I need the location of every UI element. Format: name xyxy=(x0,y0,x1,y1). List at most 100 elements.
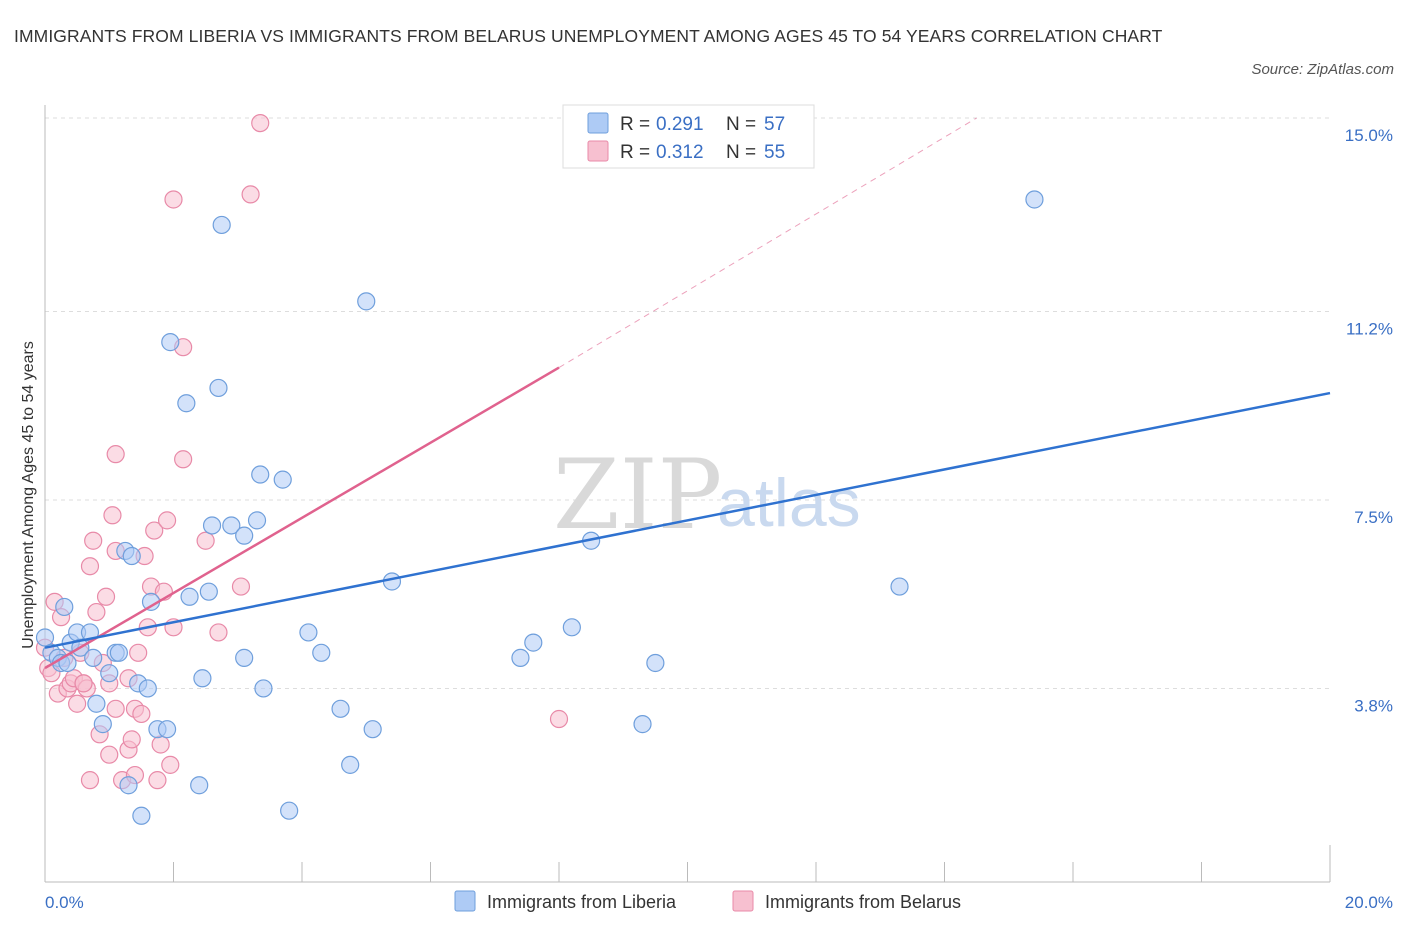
liberia-point-51 xyxy=(562,618,581,637)
liberia-point-24 xyxy=(157,720,177,739)
liberia-point-49 xyxy=(511,648,530,667)
belarus-point-48 xyxy=(231,577,251,596)
belarus-point-38 xyxy=(151,735,170,754)
liberia-point-36 xyxy=(235,648,254,667)
liberia-point-53 xyxy=(633,715,652,734)
trend-lines xyxy=(44,117,1331,670)
liberia-point-10 xyxy=(84,648,103,667)
y-tick-label-0: 3.8% xyxy=(1354,696,1393,715)
liberia-point-4 xyxy=(55,597,74,617)
liberia-points xyxy=(35,190,1044,825)
belarus-point-49 xyxy=(241,185,260,204)
liberia-point-20 xyxy=(132,806,151,825)
legend-r-value-belarus: 0.312 xyxy=(656,142,704,163)
liberia-point-48 xyxy=(382,572,402,591)
belarus-point-14 xyxy=(80,771,100,790)
liberia-point-44 xyxy=(331,699,350,718)
bottom-legend-belarus: Immigrants from Belarus xyxy=(765,892,961,912)
belarus-point-45 xyxy=(174,450,193,469)
liberia-point-29 xyxy=(193,669,212,688)
belarus-point-51 xyxy=(106,445,125,464)
liberia-point-55 xyxy=(890,577,909,596)
belarus-point-52 xyxy=(549,709,569,729)
belarus-point-21 xyxy=(100,745,119,764)
belarus-trend-extension xyxy=(558,117,977,369)
liberia-point-11 xyxy=(87,694,106,713)
bottom-legend-swatch-liberia xyxy=(454,890,476,912)
belarus-point-32 xyxy=(132,704,151,724)
liberia-point-27 xyxy=(180,587,199,606)
belarus-point-43 xyxy=(164,190,183,209)
watermark-zip: ZIP xyxy=(553,439,722,551)
legend-swatch-liberia xyxy=(587,112,609,134)
bottom-legend-swatch-belarus xyxy=(732,890,754,912)
liberia-point-21 xyxy=(138,679,157,698)
liberia-point-39 xyxy=(254,679,273,698)
liberia-point-56 xyxy=(1025,190,1044,209)
belarus-point-17 xyxy=(87,602,106,622)
liberia-point-50 xyxy=(524,633,543,652)
legend-n-value-belarus: 55 xyxy=(764,142,785,163)
liberia-point-32 xyxy=(209,378,228,398)
belarus-trend-line xyxy=(44,366,560,670)
belarus-point-31 xyxy=(129,643,148,662)
axes xyxy=(44,105,1331,883)
liberia-point-45 xyxy=(341,755,360,774)
liberia-point-46 xyxy=(357,292,376,311)
legend-r-label-liberia: R = xyxy=(620,114,650,135)
belarus-point-20 xyxy=(96,587,116,606)
belarus-point-10 xyxy=(68,694,87,713)
liberia-point-34 xyxy=(222,516,241,535)
liberia-point-41 xyxy=(280,801,299,820)
chart-title: IMMIGRANTS FROM LIBERIA VS IMMIGRANTS FR… xyxy=(14,26,1163,46)
liberia-point-28 xyxy=(190,776,209,795)
belarus-point-54 xyxy=(74,674,93,693)
belarus-point-40 xyxy=(157,511,177,530)
liberia-point-42 xyxy=(299,623,318,642)
belarus-point-24 xyxy=(106,699,125,718)
bottom-legend: Immigrants from Liberia Immigrants from … xyxy=(454,890,961,912)
belarus-point-23 xyxy=(103,506,122,525)
y-tick-label-3: 15.0% xyxy=(1345,126,1393,145)
legend-n-value-liberia: 57 xyxy=(764,114,785,135)
legend-n-label-belarus: N = xyxy=(726,142,756,163)
belarus-point-37 xyxy=(148,771,167,790)
liberia-point-33 xyxy=(212,215,231,235)
liberia-point-17 xyxy=(119,776,138,795)
belarus-point-47 xyxy=(209,623,228,642)
liberia-point-31 xyxy=(202,516,222,535)
liberia-point-26 xyxy=(177,394,196,413)
liberia-point-43 xyxy=(312,643,331,662)
belarus-point-50 xyxy=(251,113,270,133)
liberia-point-47 xyxy=(363,720,382,739)
liberia-point-37 xyxy=(247,511,267,530)
liberia-point-18 xyxy=(122,546,141,566)
watermark-atlas: atlas xyxy=(717,465,861,541)
belarus-point-29 xyxy=(122,730,141,749)
belarus-point-46 xyxy=(196,531,215,550)
legend-r-label-belarus: R = xyxy=(620,142,650,163)
y-tick-label-2: 11.2% xyxy=(1346,320,1393,339)
belarus-point-41 xyxy=(161,755,180,774)
liberia-point-15 xyxy=(109,643,128,662)
liberia-point-30 xyxy=(199,582,218,601)
y-tick-labels: 3.8% 7.5% 11.2% 15.0% xyxy=(1345,126,1393,715)
liberia-trend-line xyxy=(44,391,1331,649)
y-tick-label-1: 7.5% xyxy=(1354,508,1393,527)
legend-r-value-liberia: 0.291 xyxy=(656,114,704,135)
source-label: Source: ZipAtlas.com xyxy=(1251,61,1394,78)
watermark: ZIP atlas xyxy=(553,439,861,551)
grid-lines xyxy=(45,117,1330,689)
liberia-point-54 xyxy=(646,653,665,673)
x-tick-min: 0.0% xyxy=(45,893,84,912)
top-legend: R = 0.291 N = 57 R = 0.312 N = 55 xyxy=(562,104,815,169)
belarus-points xyxy=(35,113,569,790)
liberia-point-38 xyxy=(251,465,270,484)
bottom-legend-liberia: Immigrants from Liberia xyxy=(487,892,677,912)
y-axis-title: Unemployment Among Ages 45 to 54 years xyxy=(20,341,37,649)
liberia-point-13 xyxy=(100,664,119,683)
belarus-point-36 xyxy=(145,521,164,540)
legend-n-label-liberia: N = xyxy=(726,114,756,135)
x-tick-max: 20.0% xyxy=(1345,893,1393,912)
